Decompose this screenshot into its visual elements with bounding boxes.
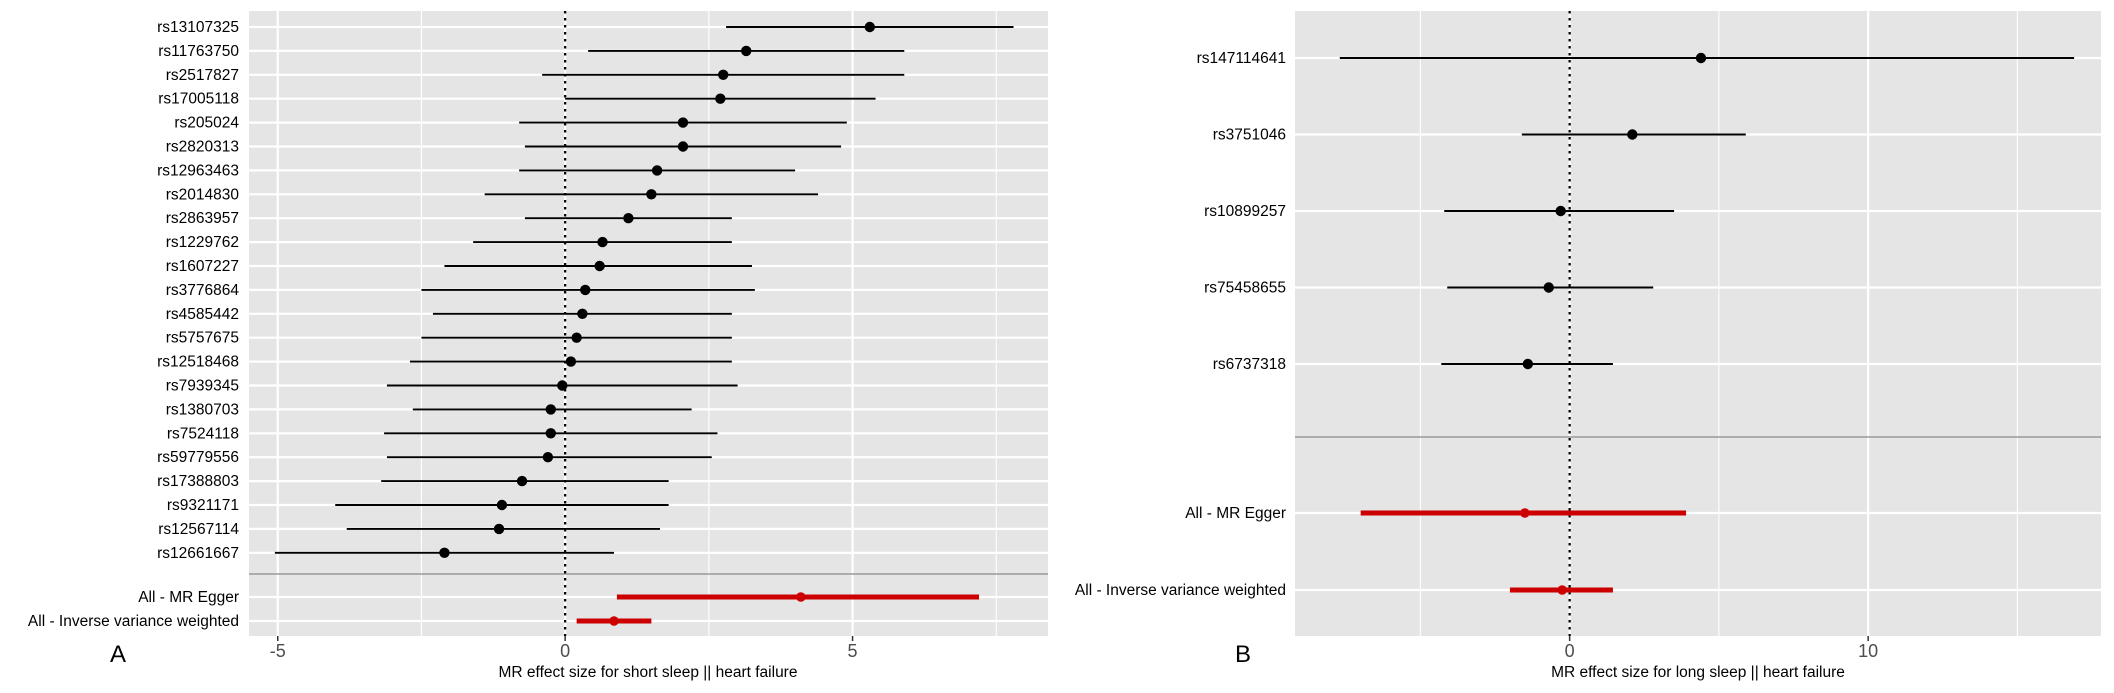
summary-point (1557, 585, 1567, 595)
snp-label: rs147114641 (1197, 50, 1286, 67)
summary-point (609, 616, 619, 626)
snp-point (718, 69, 729, 81)
snp-label: rs12963463 (157, 162, 239, 179)
snp-label: rs7524118 (167, 425, 239, 442)
panel-a: rs13107325 rs11763750 rs2517827 rs17005118 r… (28, 11, 1048, 681)
snp-point (571, 332, 582, 343)
snp-label: rs1607227 (166, 258, 239, 275)
snp-point (1522, 358, 1534, 370)
summary-point (796, 592, 806, 602)
snp-label: rs2014830 (166, 186, 240, 203)
panel-label: B (1235, 641, 1251, 668)
plot-background (1295, 11, 2101, 636)
snp-point (439, 547, 450, 558)
snp-label: rs4585442 (166, 306, 239, 323)
plot-background (249, 11, 1048, 636)
snp-label: rs3776864 (166, 282, 240, 299)
snp-point (1695, 52, 1707, 64)
snp-point (577, 308, 588, 319)
snp-point (545, 428, 556, 439)
snp-point (496, 499, 508, 511)
snp-label: rs59779556 (157, 449, 239, 466)
x-axis-title: MR effect size for long sleep || heart f… (1551, 664, 1845, 681)
snp-label: rs17388803 (157, 473, 239, 490)
panel-label: A (110, 641, 126, 668)
snp-point (1543, 282, 1554, 293)
snp-label: rs1380703 (166, 401, 239, 418)
snp-point (1555, 205, 1566, 217)
snp-label: rs11763750 (158, 43, 239, 60)
x-tick-label: 0 (560, 641, 570, 661)
snp-label: rs13107325 (157, 19, 239, 36)
snp-label: rs3751046 (1213, 127, 1286, 144)
snp-label: rs12661667 (157, 545, 239, 562)
snp-point (594, 260, 605, 272)
snp-label: rs7939345 (166, 378, 239, 395)
summary-label: All - MR Egger (1185, 505, 1286, 522)
x-tick-label: 5 (848, 641, 858, 661)
snp-point (493, 523, 505, 535)
snp-label: rs205024 (174, 115, 239, 132)
snp-point (565, 356, 577, 367)
snp-label: rs6737318 (1213, 356, 1286, 373)
snp-label: rs12567114 (158, 521, 239, 538)
snp-point (597, 236, 608, 248)
snp-label: rs12518468 (157, 354, 239, 371)
snp-point (623, 213, 634, 224)
snp-point (545, 404, 556, 415)
snp-label: rs9321171 (167, 497, 239, 514)
snp-label: rs17005118 (158, 91, 239, 108)
x-tick-label: 10 (1858, 641, 1878, 661)
snp-point (516, 475, 528, 487)
snp-point (580, 284, 591, 296)
snp-point (741, 45, 752, 57)
snp-point (715, 93, 726, 104)
snp-point (1627, 129, 1638, 140)
snp-point (677, 117, 689, 128)
snp-label: rs5757675 (166, 330, 239, 347)
snp-point (651, 165, 663, 176)
x-tick-label: -5 (270, 641, 286, 661)
snp-label: rs2517827 (166, 67, 239, 84)
snp-label: rs75458655 (1204, 280, 1286, 297)
snp-label: rs10899257 (1204, 203, 1286, 220)
summary-label: All - MR Egger (138, 589, 239, 606)
snp-point (542, 452, 554, 463)
summary-label: All - Inverse variance weighted (28, 613, 239, 630)
snp-label: rs1229762 (166, 234, 239, 251)
snp-point (557, 380, 568, 391)
snp-point (864, 21, 876, 33)
snp-point (646, 189, 657, 200)
snp-label: rs2820313 (166, 139, 239, 156)
summary-point (1520, 508, 1530, 518)
panel-b: rs147114641 rs3751046 rs10899257 rs75458655… (1075, 11, 2101, 681)
snp-label: rs2863957 (166, 210, 239, 227)
x-axis-title: MR effect size for short sleep || heart … (499, 664, 798, 681)
x-tick-label: 0 (1565, 641, 1575, 661)
summary-label: All - Inverse variance weighted (1075, 582, 1286, 599)
snp-point (677, 141, 689, 152)
